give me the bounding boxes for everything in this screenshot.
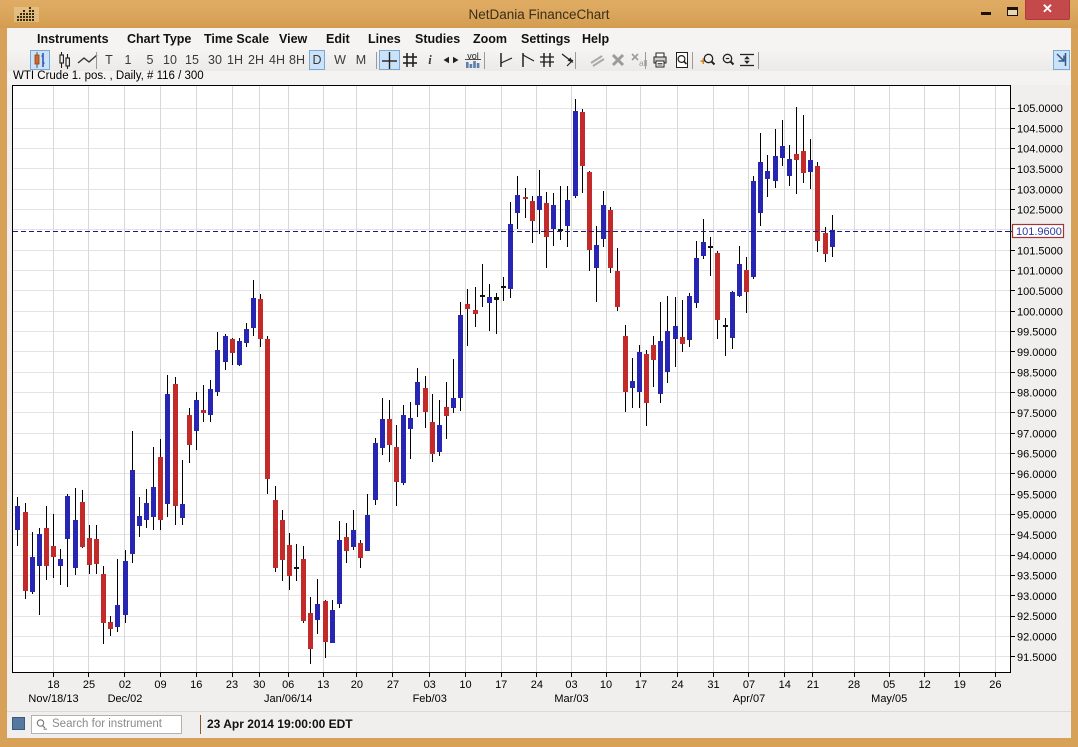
svg-text:17: 17 xyxy=(635,679,647,691)
svg-text:09: 09 xyxy=(154,679,166,691)
svg-text:105.0000: 105.0000 xyxy=(1017,103,1063,115)
svg-text:18: 18 xyxy=(47,679,59,691)
svg-text:25: 25 xyxy=(83,679,95,691)
svg-text:27: 27 xyxy=(387,679,399,691)
svg-text:13: 13 xyxy=(317,679,329,691)
svg-text:103.0000: 103.0000 xyxy=(1017,184,1063,196)
svg-text:20: 20 xyxy=(351,679,363,691)
svg-text:24: 24 xyxy=(531,679,543,691)
svg-text:21: 21 xyxy=(807,679,819,691)
svg-text:Dec/02: Dec/02 xyxy=(108,693,143,705)
svg-text:Nov/18/13: Nov/18/13 xyxy=(28,693,78,705)
svg-text:101.9600: 101.9600 xyxy=(1016,226,1062,238)
svg-text:+: + xyxy=(700,56,706,68)
svg-text:97.5000: 97.5000 xyxy=(1017,408,1057,420)
svg-text:98.0000: 98.0000 xyxy=(1017,388,1057,400)
svg-text:Jan/06/14: Jan/06/14 xyxy=(264,693,312,705)
svg-text:104.0000: 104.0000 xyxy=(1017,144,1063,156)
svg-text:07: 07 xyxy=(743,679,755,691)
svg-text:26: 26 xyxy=(989,679,1001,691)
svg-text:03: 03 xyxy=(424,679,436,691)
svg-text:92.5000: 92.5000 xyxy=(1017,611,1057,623)
svg-text:all: all xyxy=(639,58,648,68)
svg-text:Feb/03: Feb/03 xyxy=(413,693,447,705)
svg-text:Apr/07: Apr/07 xyxy=(733,693,765,705)
svg-text:93.5000: 93.5000 xyxy=(1017,571,1057,583)
svg-text:98.5000: 98.5000 xyxy=(1017,367,1057,379)
svg-text:31: 31 xyxy=(707,679,719,691)
svg-text:Mar/03: Mar/03 xyxy=(554,693,588,705)
svg-text:94.0000: 94.0000 xyxy=(1017,550,1057,562)
svg-text:12: 12 xyxy=(918,679,930,691)
svg-text:16: 16 xyxy=(190,679,202,691)
svg-text:95.0000: 95.0000 xyxy=(1017,510,1057,522)
svg-text:99.5000: 99.5000 xyxy=(1017,327,1057,339)
svg-text:104.5000: 104.5000 xyxy=(1017,123,1063,135)
svg-text:17: 17 xyxy=(495,679,507,691)
svg-text:101.0000: 101.0000 xyxy=(1017,266,1063,278)
svg-text:103.5000: 103.5000 xyxy=(1017,164,1063,176)
svg-text:vol: vol xyxy=(467,51,479,61)
svg-text:23: 23 xyxy=(226,679,238,691)
svg-text:92.0000: 92.0000 xyxy=(1017,632,1057,644)
svg-text:05: 05 xyxy=(883,679,895,691)
svg-text:95.5000: 95.5000 xyxy=(1017,489,1057,501)
svg-text:100.0000: 100.0000 xyxy=(1017,306,1063,318)
svg-text:96.0000: 96.0000 xyxy=(1017,469,1057,481)
svg-text:30: 30 xyxy=(253,679,265,691)
svg-text:24: 24 xyxy=(671,679,683,691)
svg-text:102.5000: 102.5000 xyxy=(1017,205,1063,217)
svg-text:99.0000: 99.0000 xyxy=(1017,347,1057,359)
svg-text:03: 03 xyxy=(565,679,577,691)
svg-text:96.5000: 96.5000 xyxy=(1017,449,1057,461)
svg-text:10: 10 xyxy=(459,679,471,691)
svg-text:06: 06 xyxy=(282,679,294,691)
svg-text:19: 19 xyxy=(954,679,966,691)
svg-text:94.5000: 94.5000 xyxy=(1017,530,1057,542)
svg-text:91.5000: 91.5000 xyxy=(1017,652,1057,664)
svg-text:14: 14 xyxy=(779,679,791,691)
svg-text:10: 10 xyxy=(600,679,612,691)
svg-text:101.5000: 101.5000 xyxy=(1017,245,1063,257)
svg-text:93.0000: 93.0000 xyxy=(1017,591,1057,603)
svg-text:100.5000: 100.5000 xyxy=(1017,286,1063,298)
svg-text:May/05: May/05 xyxy=(871,693,907,705)
svg-text:02: 02 xyxy=(119,679,131,691)
svg-text:28: 28 xyxy=(848,679,860,691)
svg-text:97.0000: 97.0000 xyxy=(1017,428,1057,440)
